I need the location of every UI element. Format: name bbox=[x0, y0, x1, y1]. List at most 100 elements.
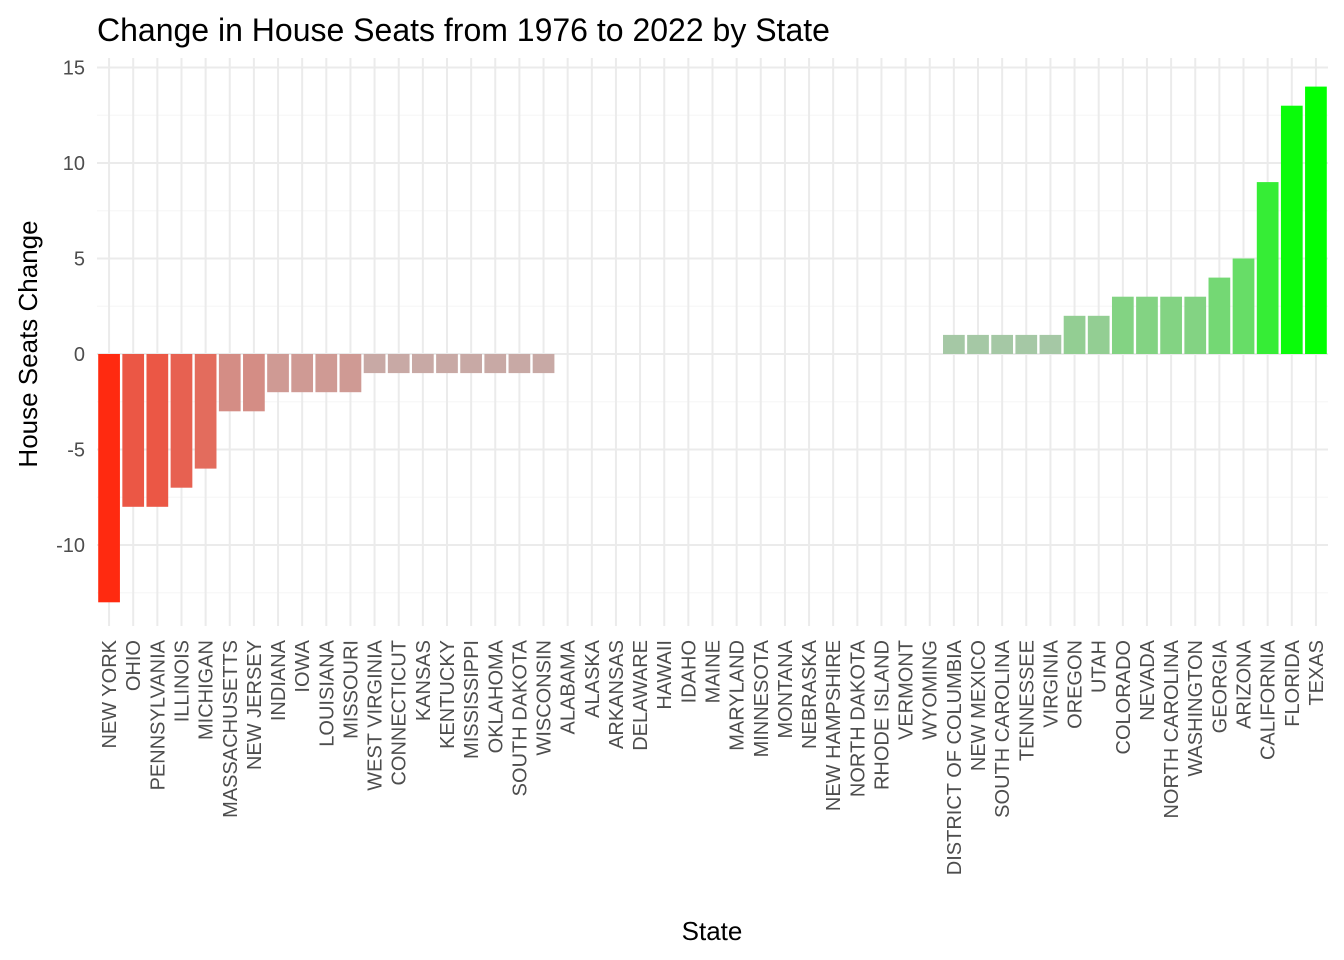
x-tick-label: NORTH CAROLINA bbox=[1161, 639, 1183, 818]
bar bbox=[315, 354, 338, 393]
x-tick-label: WYOMING bbox=[920, 640, 942, 740]
x-tick-label: ALABAMA bbox=[558, 639, 580, 734]
bar bbox=[967, 334, 989, 354]
x-tick-label: LOUISIANA bbox=[316, 639, 338, 746]
x-tick-label: WASHINGTON bbox=[1185, 640, 1207, 777]
bar bbox=[1136, 296, 1158, 354]
x-tick-label: MARYLAND bbox=[727, 640, 749, 751]
bar bbox=[532, 354, 555, 374]
bar bbox=[170, 354, 193, 488]
x-tick-label: MINNESOTA bbox=[751, 639, 773, 757]
bar bbox=[339, 354, 362, 393]
bar bbox=[267, 354, 289, 393]
x-tick-label: UTAH bbox=[1089, 640, 1111, 693]
x-tick-label: TEXAS bbox=[1306, 640, 1328, 706]
bar bbox=[1111, 296, 1134, 354]
x-tick-label: KENTUCKY bbox=[437, 640, 459, 749]
x-axis-ticks: NEW YORK OHIO PENNSYLVANIA ILLINOIS MICHIGAN… bbox=[99, 639, 1328, 875]
y-tick-label: 5 bbox=[74, 249, 85, 271]
x-tick-label: NEW YORK bbox=[99, 639, 121, 748]
bar bbox=[1160, 296, 1182, 354]
bar bbox=[1087, 315, 1110, 354]
y-axis-title: House Seats Change bbox=[13, 220, 43, 467]
bar bbox=[460, 354, 482, 374]
bar bbox=[1208, 277, 1231, 354]
x-tick-label: HAWAII bbox=[654, 640, 676, 710]
x-tick-label: OHIO bbox=[123, 640, 145, 691]
x-tick-label: SOUTH DAKOTA bbox=[509, 639, 531, 796]
x-tick-label: OREGON bbox=[1065, 640, 1087, 729]
bar bbox=[1039, 334, 1062, 354]
x-tick-label: ALASKA bbox=[582, 639, 604, 717]
x-tick-label: ARIZONA bbox=[1234, 639, 1256, 729]
x-tick-label: ARKANSAS bbox=[606, 640, 628, 749]
bar bbox=[1280, 105, 1303, 354]
bar bbox=[436, 354, 458, 374]
x-tick-label: MICHIGAN bbox=[196, 640, 218, 740]
bar bbox=[243, 354, 265, 412]
x-tick-label: NEVADA bbox=[1137, 639, 1159, 720]
x-tick-label: IDAHO bbox=[678, 640, 700, 703]
bar bbox=[291, 354, 314, 393]
x-tick-label: VIRGINIA bbox=[1040, 639, 1062, 727]
x-tick-label: NEW JERSEY bbox=[244, 640, 266, 770]
bar bbox=[1305, 86, 1327, 354]
x-tick-label: PENNSYLVANIA bbox=[147, 639, 169, 790]
x-tick-label: MAINE bbox=[703, 640, 725, 703]
x-tick-label: NEW HAMPSHIRE bbox=[823, 640, 845, 811]
y-tick-label: 10 bbox=[63, 153, 85, 175]
x-tick-label: MASSACHUSETTS bbox=[220, 640, 242, 818]
x-tick-label: ILLINOIS bbox=[171, 640, 193, 722]
y-tick-label: -5 bbox=[67, 440, 85, 462]
y-axis-ticks: -10 -5 0 5 10 15 bbox=[56, 58, 85, 558]
x-tick-label: OKLAHOMA bbox=[485, 639, 507, 753]
x-tick-label: KANSAS bbox=[413, 640, 435, 721]
bar bbox=[194, 354, 217, 469]
bar bbox=[1015, 334, 1038, 354]
x-tick-label: DISTRICT OF COLUMBIA bbox=[944, 639, 966, 875]
x-tick-label: GEORGIA bbox=[1209, 639, 1231, 733]
x-tick-label: VERMONT bbox=[896, 640, 918, 740]
x-tick-label: MONTANA bbox=[775, 639, 797, 738]
bar bbox=[508, 354, 531, 374]
y-tick-label: 15 bbox=[63, 58, 85, 80]
x-tick-label: NEW MEXICO bbox=[968, 640, 990, 771]
x-tick-label: SOUTH CAROLINA bbox=[992, 639, 1014, 817]
x-tick-label: RHODE ISLAND bbox=[871, 640, 893, 790]
bar bbox=[411, 354, 434, 374]
bar bbox=[1063, 315, 1086, 354]
x-tick-label: INDIANA bbox=[268, 639, 290, 721]
bar bbox=[943, 334, 965, 354]
x-tick-label: MISSISSIPPI bbox=[461, 640, 483, 759]
x-tick-label: WISCONSIN bbox=[534, 640, 556, 756]
y-tick-label: 0 bbox=[74, 344, 85, 366]
x-tick-label: MISSOURI bbox=[340, 640, 362, 739]
bar bbox=[98, 354, 120, 603]
x-tick-label: CALIFORNIA bbox=[1258, 639, 1280, 760]
x-tick-label: WEST VIRGINIA bbox=[365, 639, 387, 790]
x-tick-label: NEBRASKA bbox=[799, 639, 821, 749]
grid-lines bbox=[97, 58, 1328, 626]
x-tick-label: TENNESSEE bbox=[1016, 640, 1038, 761]
bar bbox=[1232, 258, 1255, 354]
x-tick-label: FLORIDA bbox=[1282, 639, 1304, 726]
x-axis-title: State bbox=[682, 916, 743, 946]
bar bbox=[122, 354, 145, 507]
bar bbox=[146, 354, 169, 507]
bar bbox=[387, 354, 410, 374]
x-tick-label: NORTH DAKOTA bbox=[847, 639, 869, 797]
bar bbox=[363, 354, 386, 374]
x-tick-label: DELAWARE bbox=[630, 640, 652, 751]
y-tick-label: -10 bbox=[56, 535, 85, 557]
x-tick-label: COLORADO bbox=[1113, 640, 1135, 754]
bar bbox=[991, 334, 1014, 354]
bar bbox=[218, 354, 241, 412]
bars bbox=[98, 86, 1327, 603]
bar bbox=[1256, 182, 1279, 354]
x-tick-label: IOWA bbox=[292, 639, 314, 692]
x-tick-label: CONNECTICUT bbox=[389, 640, 411, 786]
chart-title: Change in House Seats from 1976 to 2022 … bbox=[97, 12, 830, 48]
bar bbox=[1184, 296, 1207, 354]
bar bbox=[484, 354, 507, 374]
